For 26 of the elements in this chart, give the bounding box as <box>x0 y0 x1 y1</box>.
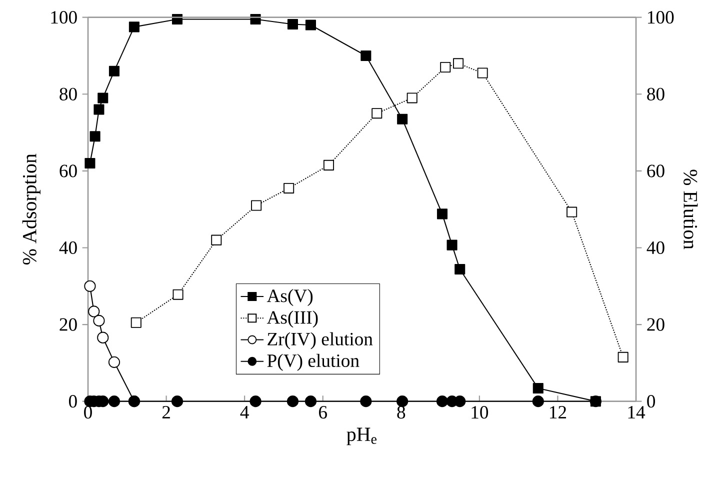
legend-label: Zr(IV) elution <box>268 332 373 350</box>
y-axis-title: % Adsorption <box>22 154 40 264</box>
y2-tick-label: 20 <box>647 318 664 331</box>
y2-tick-label: 0 <box>647 395 656 408</box>
legend-label: P(V) elution <box>267 354 360 371</box>
y-tick-label: 80 <box>60 88 77 100</box>
y2-tick-label: 60 <box>647 164 664 178</box>
x-tick-label: 0 <box>84 406 92 419</box>
y-tick-label: 0 <box>68 395 77 408</box>
legend-label: As(III) <box>266 310 318 328</box>
legend-label: As(V) <box>266 289 313 306</box>
x-tick-label: 2 <box>162 406 170 418</box>
y2-axis-title: % Elution <box>684 170 698 250</box>
x-tick-label: 10 <box>472 406 488 419</box>
x-axis-title: pH$_{e}$ <box>346 428 377 446</box>
y-tick-label: 20 <box>60 318 77 331</box>
x-tick-label: 14 <box>628 406 646 418</box>
y-tick-label: 100 <box>51 11 77 24</box>
y-tick-label: 60 <box>60 164 77 178</box>
y2-tick-label: 100 <box>648 11 674 24</box>
y-tick-label: 40 <box>59 241 77 254</box>
y2-tick-label: 40 <box>646 241 664 254</box>
x-tick-label: 12 <box>550 406 566 418</box>
x-tick-label: 6 <box>318 406 327 419</box>
y2-tick-label: 80 <box>647 88 664 100</box>
x-tick-label: 4 <box>240 406 249 418</box>
